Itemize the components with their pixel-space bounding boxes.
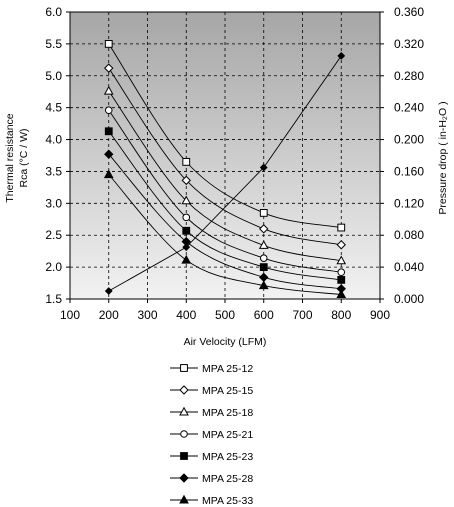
y-left-tick-label: 6.0 [45,5,62,19]
series-line [108,90,342,262]
legend-label: MPA 25-33 [202,495,253,507]
legend-marker [180,364,188,372]
y-right-tick-label: 0.040 [394,260,424,274]
grid-lines [70,12,380,299]
series-markers [103,39,347,299]
data-point [182,157,191,166]
y-left-tick-label: 2.5 [45,228,62,242]
y-right-axis-title: Pressure drop ( in-H₂O ) [437,101,449,214]
legend-label: MPA 25-28 [202,473,253,485]
x-tick-label: 900 [370,308,390,322]
data-point [337,268,346,277]
y-right-tick-label: 0.280 [394,69,424,83]
y-right-tick-label: 0.200 [394,133,424,147]
data-point [104,39,113,48]
pressure-drop-point [182,243,191,252]
data-point [259,224,269,234]
pressure-drop-series [104,51,346,295]
data-point [181,236,191,247]
data-point [182,213,191,222]
y-right-tick-label: 0.120 [394,196,424,210]
data-point [104,149,114,159]
y-left-axis-ticks: 1.5 2.0 2.5 3.0 3.5 4.0 4.5 5.0 5.5 6.0 [45,5,70,306]
legend-marker [180,430,188,438]
x-tick-label: 400 [176,308,196,322]
y-right-tick-label: 0.240 [394,101,424,115]
legend-label: MPA 25-12 [202,363,253,375]
data-point [259,263,268,272]
data-point [259,209,268,217]
pressure-drop-point [259,163,268,172]
data-point [337,223,346,232]
x-axis-ticks: 100 200 300 400 500 600 700 800 900 [60,299,390,322]
x-tick-label: 600 [254,308,274,322]
series-line [108,130,342,281]
y-left-tick-label: 3.0 [45,196,62,210]
legend-label: MPA 25-21 [202,429,253,441]
data-point [182,226,191,235]
data-point [258,280,269,290]
legend: MPA 25-12 MPA 25-15 MPA 25-18 MPA 25-21 MPA … [170,363,253,507]
y-left-tick-label: 5.0 [45,69,62,83]
series-line [108,174,342,295]
pressure-drop-line [108,55,342,292]
legend-marker [179,406,189,416]
y-left-axis-title-line1: Thermal resistance [4,113,16,202]
y-left-tick-label: 2.0 [45,260,62,274]
y-right-axis-ticks: 0.000 0.040 0.080 0.120 0.160 0.200 0.240 0.280… [380,5,424,306]
y-right-tick-label: 0.080 [394,228,424,242]
series-line [108,67,342,246]
x-axis-title: Air Velocity (LFM) [184,336,267,348]
legend-label: MPA 25-23 [202,451,253,463]
plot-area [70,12,380,299]
data-point [181,254,192,264]
data-point [336,255,347,265]
y-left-tick-label: 4.0 [45,133,62,147]
series-curves [108,43,342,295]
data-point [258,240,269,249]
data-point [337,275,346,284]
y-left-tick-label: 3.5 [45,164,62,178]
x-tick-label: 500 [215,308,235,322]
x-tick-label: 200 [99,308,119,322]
x-tick-label: 300 [137,308,157,322]
y-right-tick-label: 0.320 [394,37,424,51]
legend-marker [179,494,189,504]
series-line [108,109,342,273]
x-tick-label: 800 [331,308,351,322]
data-point [181,195,192,205]
data-point [104,63,114,73]
y-left-tick-label: 1.5 [45,292,62,306]
y-right-tick-label: 0.000 [394,292,424,306]
y-left-tick-label: 5.5 [45,37,62,51]
pressure-drop-point [337,51,346,60]
legend-label: MPA 25-18 [202,407,253,419]
y-left-axis-title-line2: Rca (°C / W) [18,128,30,187]
data-point [103,169,114,179]
y-right-tick-label: 0.360 [394,5,424,19]
legend-label: MPA 25-15 [202,385,253,397]
data-point [104,127,113,136]
y-left-tick-label: 4.5 [45,101,62,115]
x-tick-label: 100 [60,308,80,322]
legend-marker [180,452,188,460]
y-right-tick-label: 0.160 [394,164,424,178]
data-point [103,85,114,95]
x-tick-label: 700 [292,308,312,322]
data-point [104,106,113,115]
data-point [259,254,268,262]
legend-marker [179,473,189,483]
data-point [181,175,191,186]
data-point [336,240,346,250]
series-line [108,43,342,229]
legend-marker [179,385,189,395]
series-line [108,153,342,290]
pressure-drop-point [104,287,113,295]
data-point [336,289,347,299]
